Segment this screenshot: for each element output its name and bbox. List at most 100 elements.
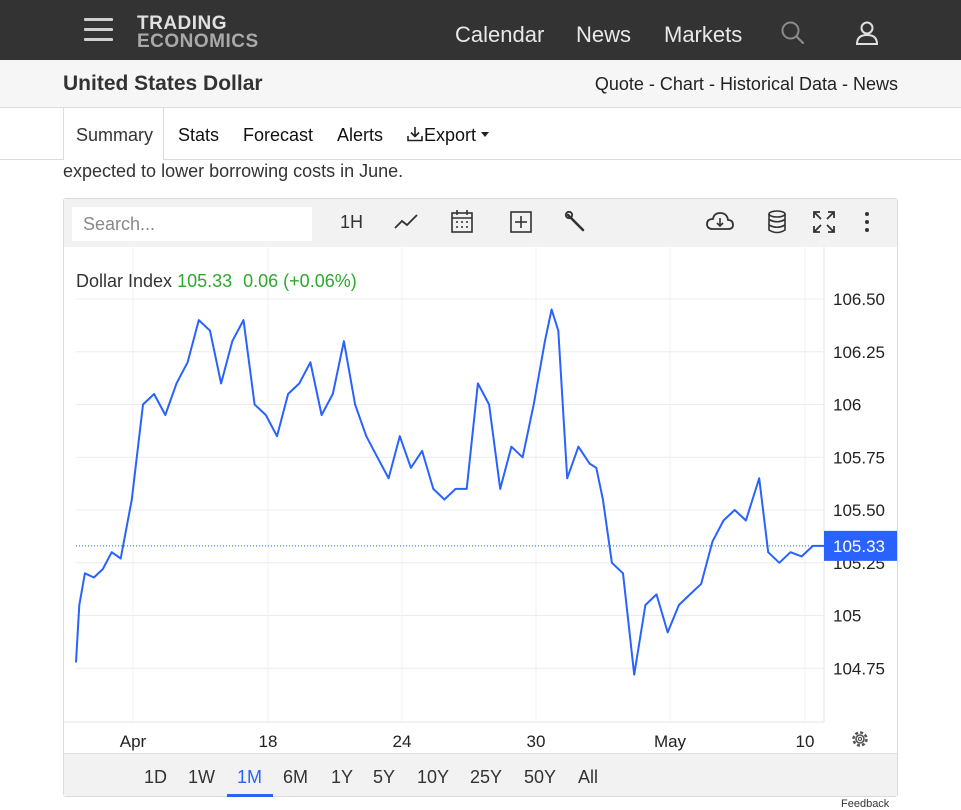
top-navbar: TRADING ECONOMICS Calendar News Markets [0, 0, 961, 60]
data-point [751, 498, 754, 501]
data-point [454, 488, 457, 490]
data-point [789, 551, 792, 553]
nav-news[interactable]: News [576, 22, 632, 47]
add-box-icon[interactable] [508, 209, 534, 235]
export-label: Export [424, 125, 477, 145]
caret-down-icon [481, 132, 490, 137]
hamburger-menu-icon[interactable] [84, 18, 114, 44]
data-point [577, 445, 580, 448]
price-tag: 105.33 [833, 537, 885, 556]
data-point [101, 568, 104, 570]
data-point [778, 561, 781, 564]
data-point [164, 414, 167, 416]
data-point [521, 456, 524, 459]
separator: - [836, 74, 853, 94]
link-historical-data[interactable]: Historical Data [719, 74, 837, 94]
data-point [443, 498, 446, 501]
link-chart[interactable]: Chart [659, 74, 704, 94]
data-point [119, 557, 122, 560]
range-6m[interactable]: 6M [283, 767, 309, 787]
data-point [75, 661, 77, 663]
data-point [611, 561, 613, 564]
range-selector: 1D 1W 1M 6M 1Y 5Y 10Y 25Y 50Y All [64, 753, 897, 797]
data-point [421, 450, 423, 452]
data-point [544, 340, 546, 342]
data-point [550, 308, 553, 311]
x-tick-label: 10 [796, 732, 815, 751]
link-news[interactable]: News [852, 74, 898, 94]
logo-line-2: ECONOMICS [137, 31, 259, 52]
data-point [387, 477, 390, 480]
trading-economics-logo[interactable]: TRADING ECONOMICS [137, 14, 259, 52]
data-point [602, 498, 604, 501]
tab-export[interactable]: Export [406, 125, 491, 146]
chart-widget: 1H Dollar Index 105.33 0.06 (+0.06%) [63, 198, 898, 797]
fullscreen-icon[interactable] [811, 209, 837, 235]
nav-markets[interactable]: Markets [664, 22, 743, 47]
symbol-search-input[interactable] [72, 207, 312, 241]
active-range-indicator [227, 794, 273, 797]
data-point [566, 477, 569, 480]
range-10y[interactable]: 10Y [417, 767, 450, 787]
x-tick-label: 24 [393, 732, 412, 751]
line-chart[interactable]: 106.50106.25106105.75105.50105.25105104.… [64, 247, 897, 753]
wrench-icon[interactable] [563, 209, 589, 235]
range-1d[interactable]: 1D [144, 767, 168, 787]
chart-legend: Dollar Index 105.33 0.06 (+0.06%) [76, 271, 357, 292]
tab-stats[interactable]: Stats [178, 125, 220, 145]
range-1w[interactable]: 1W [188, 767, 215, 787]
interval-button[interactable]: 1H [340, 212, 364, 232]
nav-calendar[interactable]: Calendar [455, 22, 545, 47]
data-point [84, 572, 86, 575]
data-point [733, 509, 736, 511]
search-icon[interactable] [780, 20, 806, 51]
separator: - [643, 74, 660, 94]
data-point [622, 572, 624, 575]
x-tick-label: Apr [120, 732, 147, 751]
range-1m[interactable]: 1M [237, 767, 263, 787]
data-point [365, 435, 368, 437]
data-point [298, 382, 301, 385]
data-point [93, 576, 95, 579]
tab-summary[interactable]: Summary [63, 108, 164, 160]
data-point [153, 393, 155, 395]
data-point [331, 393, 334, 395]
calendar-icon[interactable] [449, 209, 475, 235]
feedback-link[interactable]: Feedback [841, 798, 890, 810]
data-point [745, 519, 747, 522]
data-point [711, 540, 714, 543]
data-point [343, 340, 345, 342]
data-point [242, 319, 245, 321]
link-quote[interactable]: Quote [594, 74, 644, 94]
data-point [175, 382, 178, 385]
legend-change: 0.06 (+0.06%) [243, 271, 357, 291]
tab-forecast[interactable]: Forecast [243, 125, 314, 145]
chart-toolbar: 1H [64, 199, 897, 247]
range-50y[interactable]: 50Y [524, 767, 557, 787]
cloud-download-icon[interactable] [705, 209, 735, 235]
range-all[interactable]: All [578, 767, 599, 787]
chart-plot[interactable]: 106.50 106.25 106 105.75 105.50 105.25 105 104.… [64, 247, 897, 753]
gear-icon[interactable] [852, 731, 868, 747]
tab-alerts[interactable]: Alerts [337, 125, 384, 145]
data-point [700, 583, 702, 585]
data-point [110, 551, 113, 553]
data-point [767, 551, 769, 553]
range-25y[interactable]: 25Y [470, 767, 503, 787]
database-icon[interactable] [764, 209, 790, 235]
y-tick-label: 105.75 [833, 448, 885, 467]
data-point [678, 604, 680, 606]
range-1y[interactable]: 1Y [331, 767, 354, 787]
y-tick-label: 105.50 [833, 501, 885, 520]
range-5y[interactable]: 5Y [373, 767, 396, 787]
data-point [689, 593, 691, 596]
intro-text: expected to lower borrowing costs in Jun… [63, 161, 404, 181]
data-point [812, 545, 814, 547]
data-point [666, 631, 669, 634]
data-point [655, 593, 658, 596]
user-icon[interactable] [855, 20, 879, 51]
more-vertical-icon[interactable] [859, 209, 875, 235]
breadcrumb-links: Quote - Chart - Historical Data - News [595, 74, 898, 95]
x-tick-label: 18 [259, 732, 278, 751]
line-chart-icon[interactable] [393, 209, 419, 235]
